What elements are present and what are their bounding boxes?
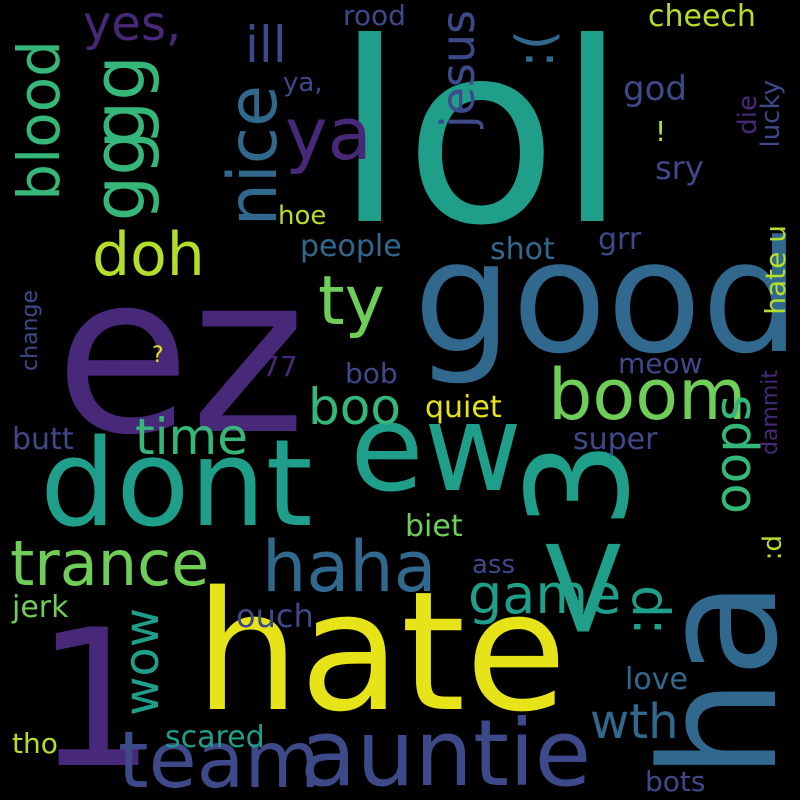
word-ill: ill <box>245 16 287 74</box>
word-scared: scared <box>165 720 265 755</box>
word-cheech: cheech <box>648 0 756 34</box>
word-tongue: :p <box>614 585 674 636</box>
word-change: change <box>18 290 43 371</box>
word-one: 1 <box>35 589 156 800</box>
word-ew: ew <box>350 380 522 519</box>
word-good: good <box>413 207 800 388</box>
word-super: super <box>573 422 658 457</box>
word-quiet: quiet <box>425 390 502 425</box>
word-exclaim: ! <box>655 115 667 148</box>
word-blood: blood <box>5 40 73 201</box>
word-butt: butt <box>12 422 74 457</box>
word-big-d: :d <box>758 535 788 561</box>
word-time: time <box>135 408 248 466</box>
word-jerk: jerk <box>12 590 69 625</box>
word-ya-comma: ya, <box>283 68 323 98</box>
word-shot: shot <box>490 232 555 267</box>
word-doh: doh <box>92 220 205 290</box>
word-dont: dont <box>40 415 313 554</box>
word-game: game <box>468 563 622 626</box>
word-jesus: jesus <box>431 10 485 129</box>
word-wow: wow <box>114 608 170 716</box>
word-rood: rood <box>343 0 406 32</box>
word-bob: bob <box>345 357 398 390</box>
word-haha: haha <box>262 526 437 608</box>
word-ya: ya <box>285 92 372 176</box>
word-trance: trance <box>10 527 210 600</box>
word-sry: sry <box>655 149 704 187</box>
word-seventy-seven: 77 <box>262 350 298 383</box>
word-auntie: auntie <box>300 700 592 800</box>
word-hoe: hoe <box>278 201 327 231</box>
word-gg-2: gg <box>77 130 161 222</box>
word-boo: boo <box>308 378 401 436</box>
word-bots: bots <box>645 765 706 798</box>
word-ty: ty <box>318 262 385 341</box>
word-biet: biet <box>405 509 463 544</box>
word-meow: meow <box>618 347 703 380</box>
word-god: god <box>623 69 687 109</box>
word-lucky: lucky <box>756 80 786 148</box>
word-hate-u: hate u <box>759 225 792 315</box>
word-ass: ass <box>472 550 516 580</box>
word-wth: wth <box>590 694 679 750</box>
word-people: people <box>300 229 402 264</box>
word-yes: yes, <box>83 0 182 52</box>
word-ouch: ouch <box>236 597 314 635</box>
word-love: love <box>625 662 688 697</box>
word-tho: tho <box>12 727 58 760</box>
word-sad-face: :( <box>506 30 566 68</box>
word-question: ? <box>152 343 164 368</box>
word-dammit: dammit <box>758 370 783 456</box>
word-boom: boom <box>548 354 747 436</box>
word-ez: ez <box>55 227 306 483</box>
word-lol: lol <box>335 0 627 280</box>
word-hate: hate <box>195 556 567 748</box>
word-team: team <box>118 716 321 800</box>
word-grr: grr <box>598 222 642 257</box>
word-oops: oops <box>704 395 762 514</box>
